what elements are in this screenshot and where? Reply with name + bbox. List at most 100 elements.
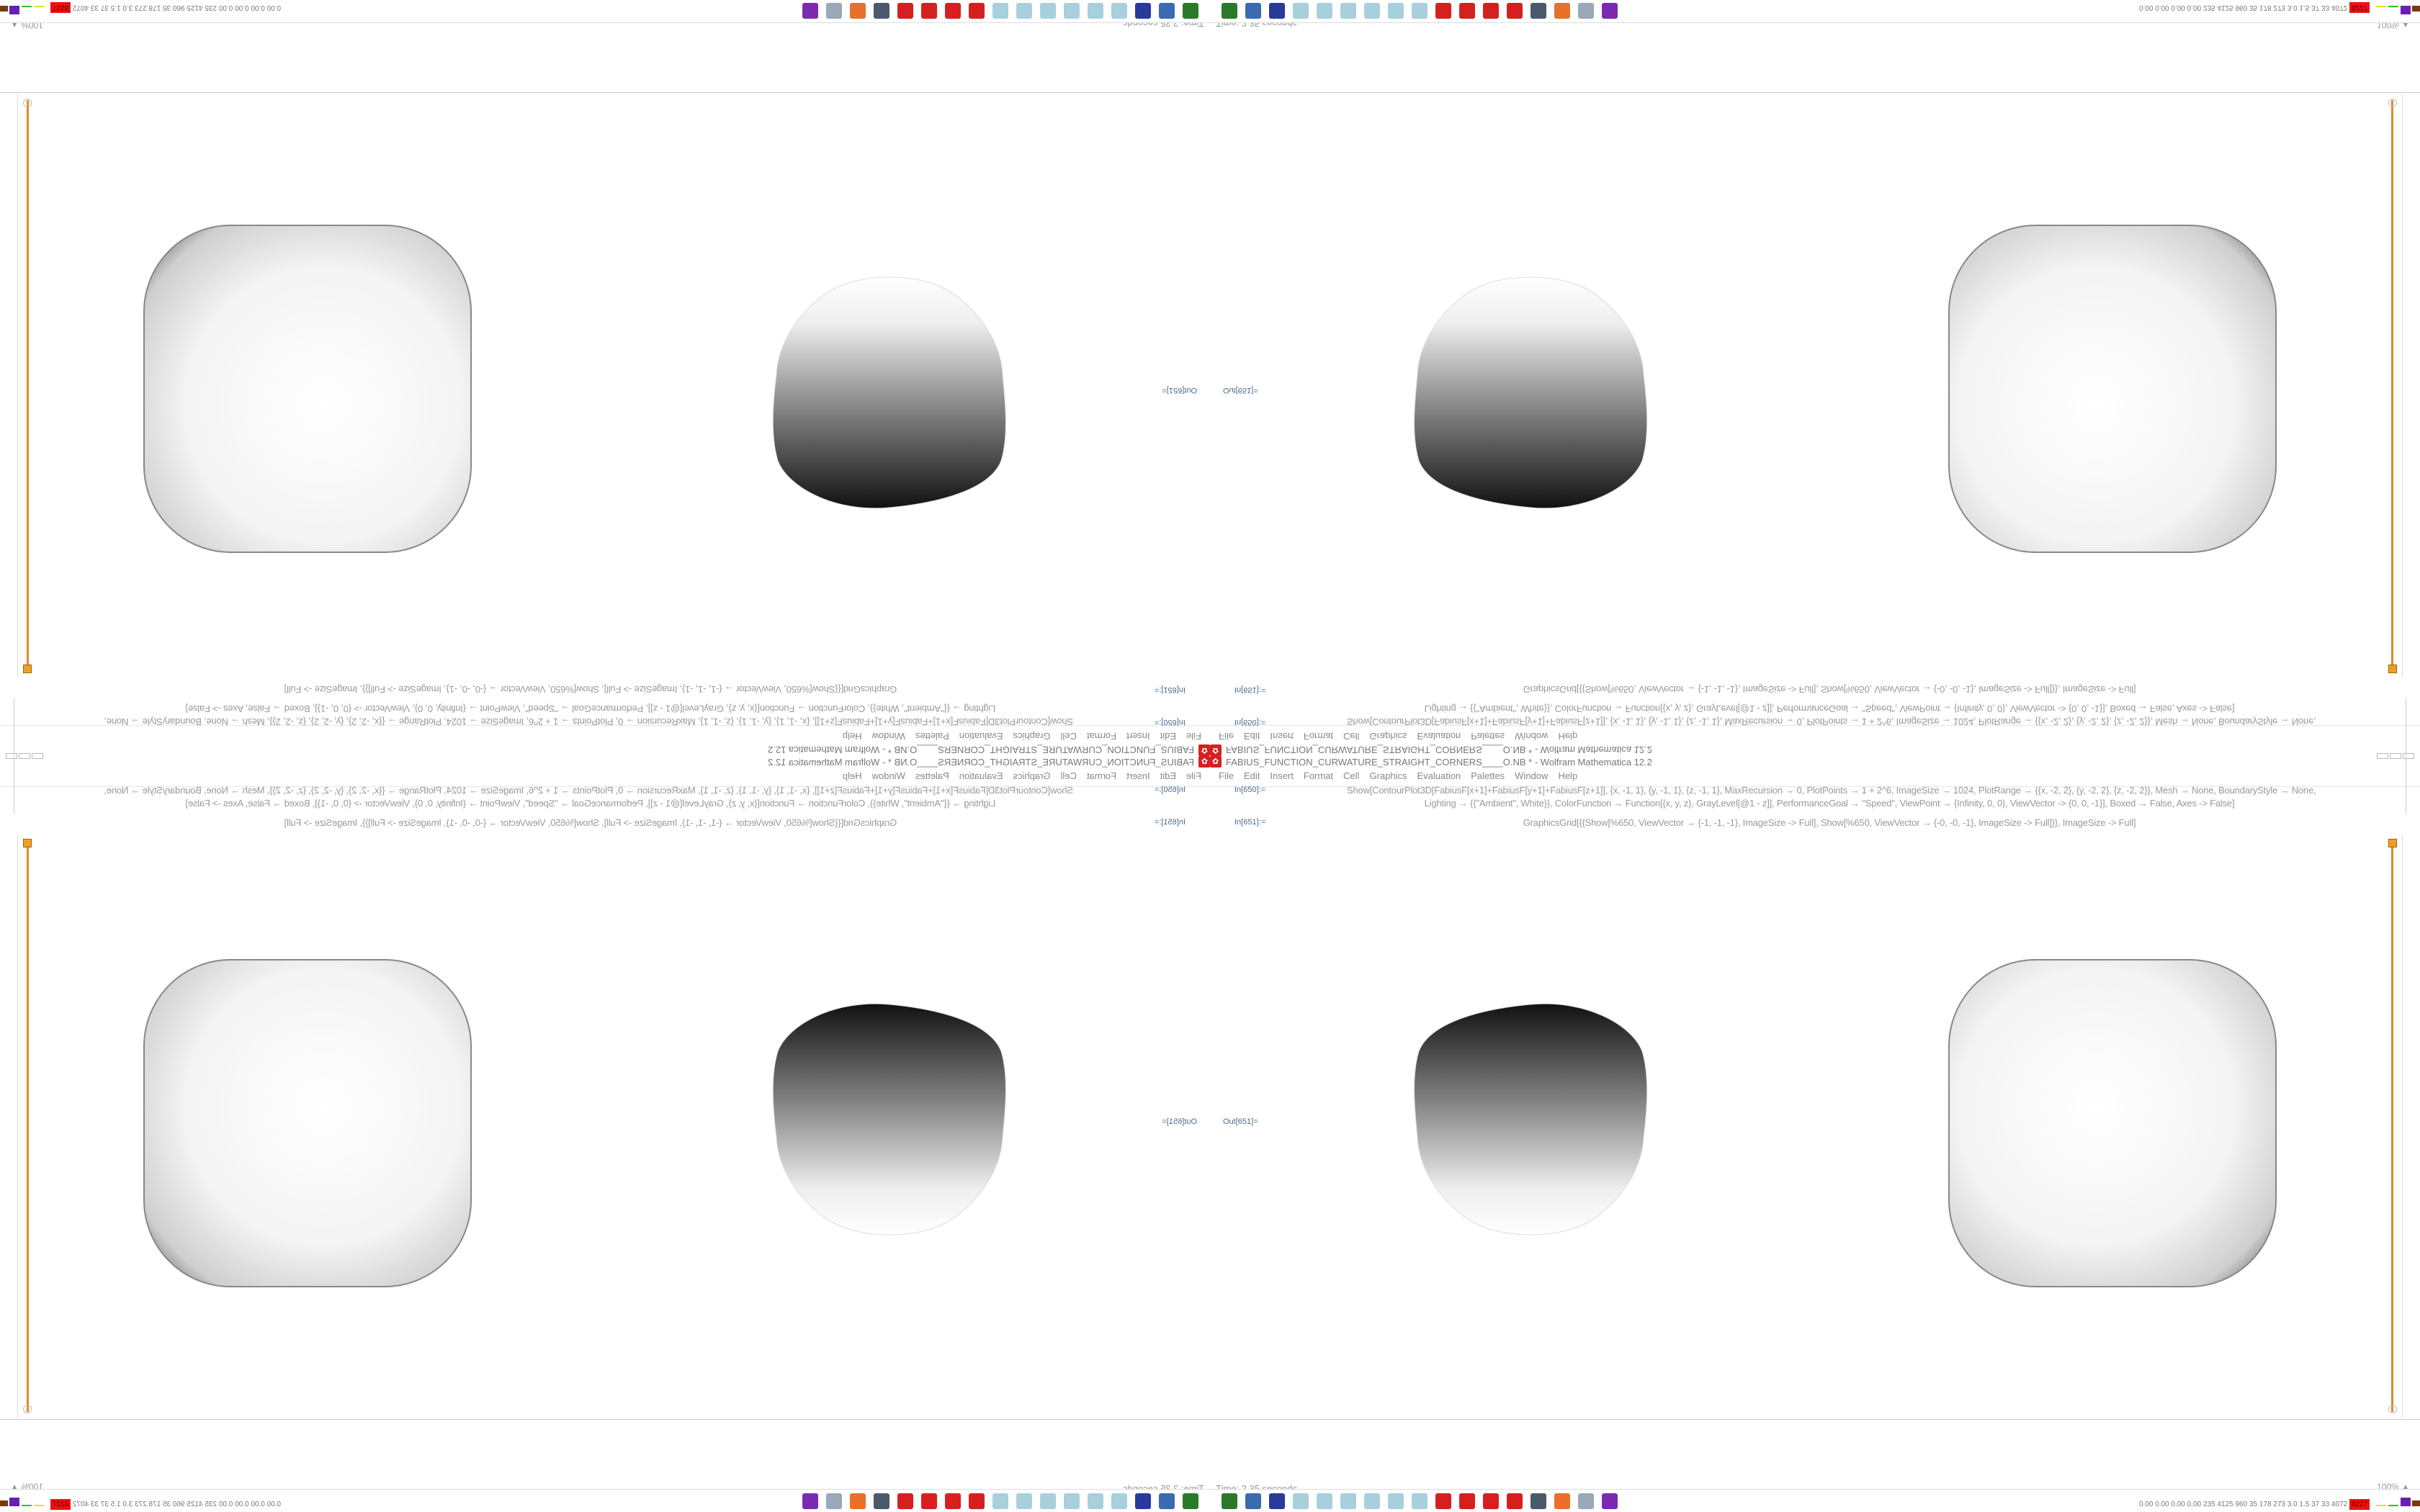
notepad-icon[interactable] — [1040, 3, 1056, 19]
ghost-icon[interactable] — [802, 3, 818, 19]
floppy-64-icon[interactable] — [1135, 1493, 1151, 1509]
cell-bracket-end[interactable] — [2388, 1405, 2397, 1413]
notepad-icon[interactable] — [1111, 3, 1127, 19]
output-graphics[interactable] — [1210, 94, 2391, 677]
input-code-line[interactable]: Show[ContourPlot3D[FabiusF[x+1]+FabiusF[… — [104, 785, 1073, 796]
mathematica-icon[interactable] — [969, 1493, 985, 1509]
menu-item-edit[interactable]: Edit — [1160, 770, 1177, 781]
notepad-icon[interactable] — [1016, 1493, 1032, 1509]
monitor-icon[interactable] — [1245, 3, 1261, 19]
notepad-icon[interactable] — [992, 1493, 1008, 1509]
mathematica-icon[interactable] — [945, 1493, 961, 1509]
output-graphics[interactable] — [29, 835, 1210, 1418]
webcam-monitor-icon[interactable] — [1531, 3, 1546, 19]
ghost-icon[interactable] — [1602, 3, 1618, 19]
notepad-icon[interactable] — [1388, 1493, 1404, 1509]
notepad-icon[interactable] — [1364, 1493, 1380, 1509]
mathematica-icon[interactable] — [897, 3, 913, 19]
menu-item-palettes[interactable]: Palettes — [1471, 770, 1505, 781]
tray-alert[interactable]: 8227 — [50, 2, 71, 13]
input-code-line[interactable]: Lighting → {{"Ambient", White}}, ColorFu… — [1424, 798, 2235, 809]
mathematica-icon[interactable] — [969, 3, 985, 19]
input-code-line[interactable]: Show[ContourPlot3D[FabiusF[x+1]+FabiusF[… — [1347, 716, 2316, 727]
menu-item-window[interactable]: Window — [871, 770, 905, 781]
webcam-monitor-icon[interactable] — [874, 1493, 889, 1509]
minimize-icon[interactable]: – — [32, 756, 43, 759]
restore-icon[interactable]: ❐ — [19, 756, 30, 759]
floppy-64-icon[interactable] — [1269, 3, 1285, 19]
notepad-icon[interactable] — [1364, 3, 1380, 19]
menu-item-file[interactable]: File — [1186, 770, 1201, 781]
mathematica-icon[interactable] — [1435, 1493, 1451, 1509]
menu-item-help[interactable]: Help — [842, 770, 862, 781]
input-code-line[interactable]: Lighting → {{"Ambient", White}}, ColorFu… — [185, 703, 996, 714]
notepad-icon[interactable] — [1388, 3, 1404, 19]
menu-item-cell[interactable]: Cell — [1343, 731, 1360, 742]
firefox-icon[interactable] — [1554, 1493, 1570, 1509]
tray-alert[interactable]: 8227 — [2349, 1499, 2370, 1510]
menu-item-palettes[interactable]: Palettes — [915, 770, 949, 781]
minimize-icon[interactable]: – — [2377, 756, 2388, 759]
input-code-line[interactable]: GraphicsGrid[{{Show[%650, ViewVector → {… — [1523, 817, 2136, 828]
tray-alert[interactable]: 8227 — [2349, 2, 2370, 13]
webcam-monitor-icon[interactable] — [1531, 1493, 1546, 1509]
mathematica-icon[interactable] — [921, 3, 937, 19]
menu-item-graphics[interactable]: Graphics — [1369, 770, 1407, 781]
terminal-icon[interactable] — [1222, 3, 1237, 19]
monitor-icon[interactable] — [1159, 1493, 1175, 1509]
mathematica-icon[interactable] — [945, 3, 961, 19]
menu-item-format[interactable]: Format — [1086, 731, 1117, 742]
input-code-line[interactable]: GraphicsGrid[{{Show[%650, ViewVector → {… — [284, 817, 897, 828]
notepad-icon[interactable] — [992, 3, 1008, 19]
notepad-icon[interactable] — [1088, 3, 1103, 19]
tray-alert[interactable]: 8227 — [50, 1499, 71, 1510]
notepad-icon[interactable] — [1040, 1493, 1056, 1509]
notepad-icon[interactable] — [1293, 1493, 1309, 1509]
notepad-icon[interactable] — [1412, 3, 1428, 19]
monitor-icon[interactable] — [1159, 3, 1175, 19]
input-code-line[interactable]: Show[ContourPlot3D[FabiusF[x+1]+FabiusF[… — [1347, 785, 2316, 796]
restore-icon[interactable]: ❐ — [2390, 756, 2401, 759]
menu-item-palettes[interactable]: Palettes — [915, 731, 949, 742]
menu-item-graphics[interactable]: Graphics — [1013, 731, 1051, 742]
menu-item-edit[interactable]: Edit — [1160, 731, 1177, 742]
input-code-line[interactable]: Lighting → {{"Ambient", White}}, ColorFu… — [185, 798, 996, 809]
menu-item-window[interactable]: Window — [871, 731, 905, 742]
input-code-line[interactable]: Lighting → {{"Ambient", White}}, ColorFu… — [1424, 703, 2235, 714]
menu-item-file[interactable]: File — [1186, 731, 1201, 742]
menu-item-insert[interactable]: Insert — [1270, 770, 1294, 781]
menu-item-window[interactable]: Window — [1515, 770, 1549, 781]
notepad-icon[interactable] — [1317, 1493, 1332, 1509]
firefox-icon[interactable] — [850, 1493, 866, 1509]
mathematica-icon[interactable] — [921, 1493, 937, 1509]
notepad-icon[interactable] — [1016, 3, 1032, 19]
mathematica-icon[interactable] — [1507, 1493, 1523, 1509]
cell-bracket[interactable] — [2391, 100, 2393, 673]
webcam-monitor-icon[interactable] — [874, 3, 889, 19]
notepad-icon[interactable] — [1340, 1493, 1356, 1509]
output-graphics[interactable] — [1210, 835, 2391, 1418]
menu-item-insert[interactable]: Insert — [1270, 731, 1294, 742]
menu-item-file[interactable]: File — [1219, 770, 1234, 781]
menu-item-evaluation[interactable]: Evaluation — [959, 731, 1003, 742]
menu-item-insert[interactable]: Insert — [1126, 770, 1150, 781]
mathematica-icon[interactable] — [1459, 1493, 1475, 1509]
menu-item-file[interactable]: File — [1219, 731, 1234, 742]
menu-item-window[interactable]: Window — [1515, 731, 1549, 742]
scroll-icon[interactable] — [1578, 3, 1594, 19]
menu-item-format[interactable]: Format — [1303, 770, 1334, 781]
mathematica-icon[interactable] — [897, 1493, 913, 1509]
monitor-icon[interactable] — [1245, 1493, 1261, 1509]
firefox-icon[interactable] — [850, 3, 866, 19]
input-code-line[interactable]: Show[ContourPlot3D[FabiusF[x+1]+FabiusF[… — [104, 716, 1073, 727]
menu-item-edit[interactable]: Edit — [1243, 731, 1260, 742]
menu-item-help[interactable]: Help — [1558, 731, 1578, 742]
menu-item-format[interactable]: Format — [1086, 770, 1117, 781]
menu-item-evaluation[interactable]: Evaluation — [959, 770, 1003, 781]
notepad-icon[interactable] — [1088, 1493, 1103, 1509]
menu-item-cell[interactable]: Cell — [1060, 770, 1077, 781]
notepad-icon[interactable] — [1340, 3, 1356, 19]
input-code-line[interactable]: GraphicsGrid[{{Show[%650, ViewVector → {… — [284, 684, 897, 695]
terminal-icon[interactable] — [1222, 1493, 1237, 1509]
mathematica-icon[interactable] — [1483, 1493, 1499, 1509]
